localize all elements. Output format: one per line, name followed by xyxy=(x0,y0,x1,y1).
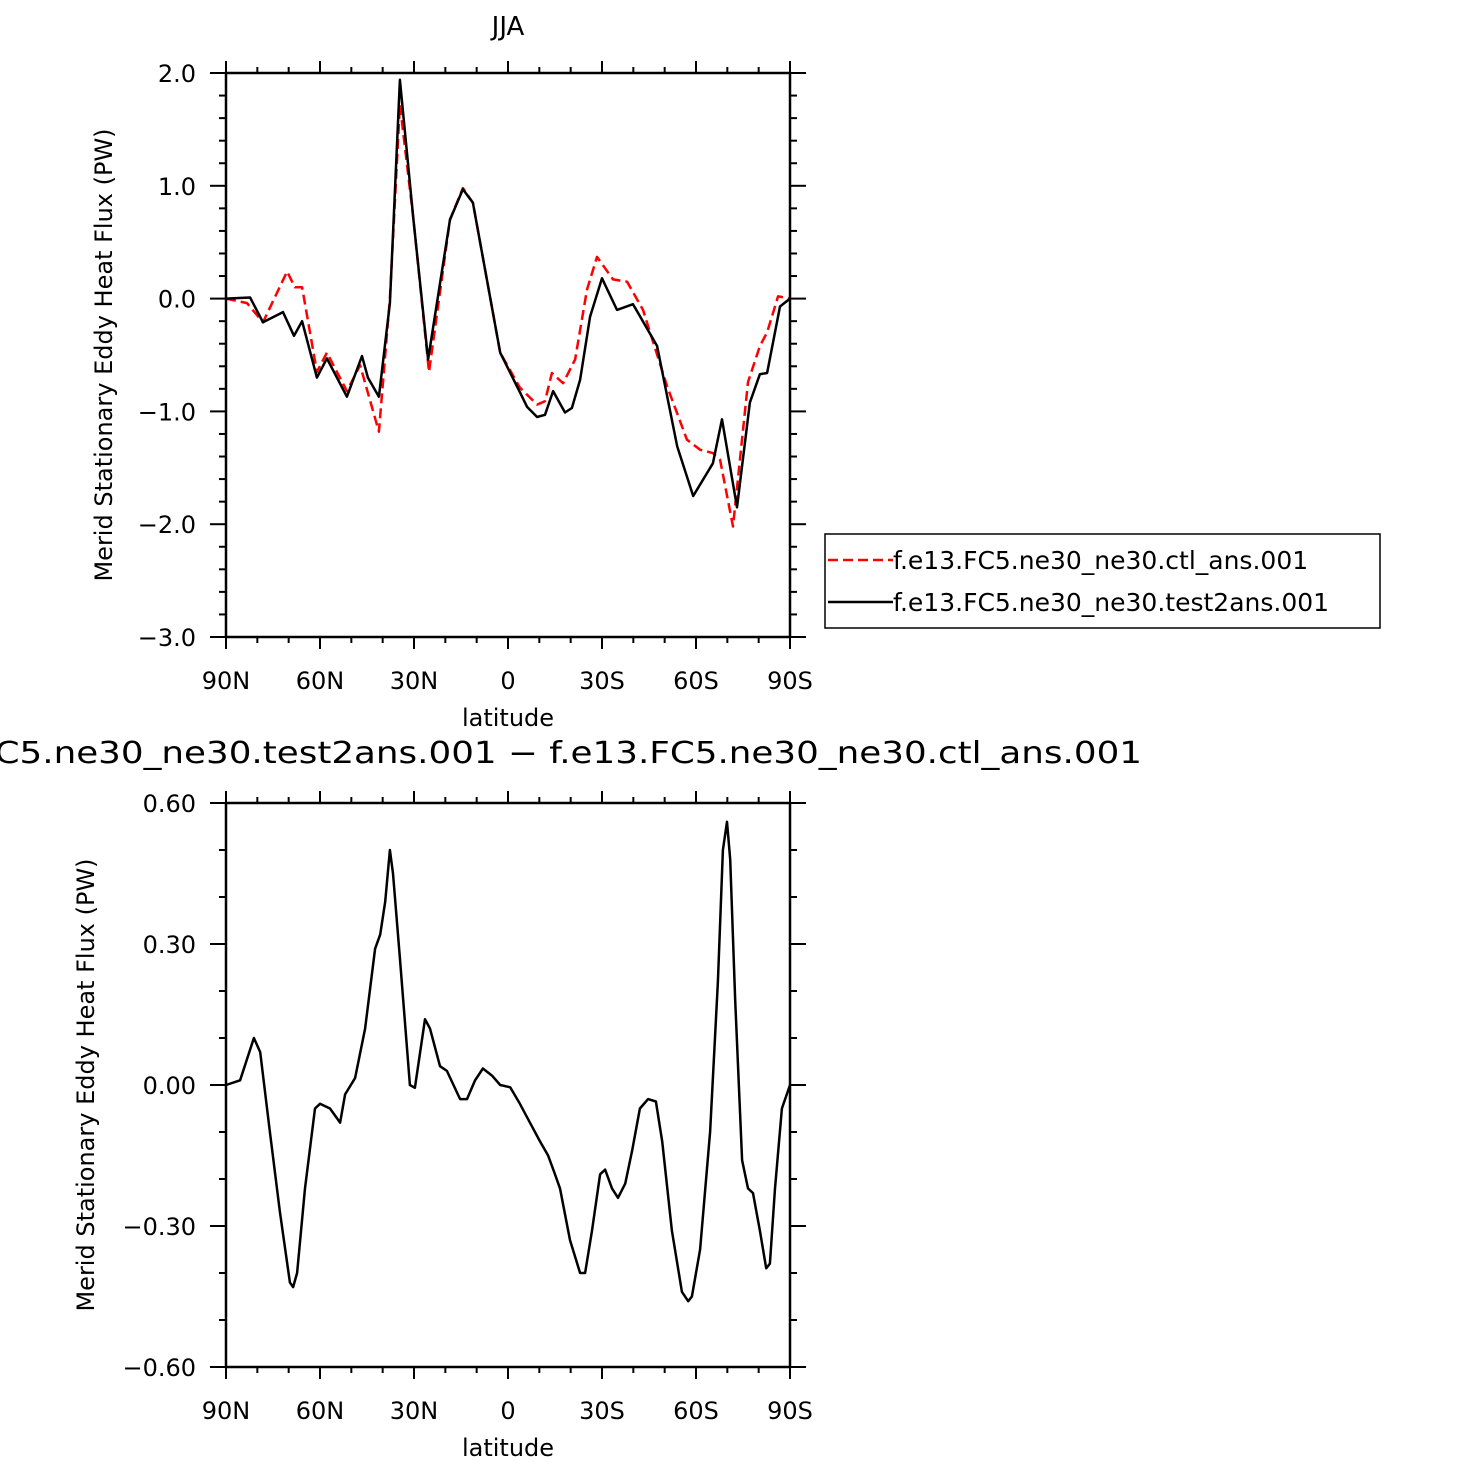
top-y-tick-label: −3.0 xyxy=(138,624,196,652)
top-x-tick-label: 30S xyxy=(579,667,625,695)
top-x-tick-label: 0 xyxy=(500,667,515,695)
legend: f.e13.FC5.ne30_ne30.ctl_ans.001 f.e13.FC… xyxy=(824,533,1381,629)
top-x-tick-label: 60N xyxy=(296,667,345,695)
top-y-tick-label: 1.0 xyxy=(158,173,196,201)
bottom-x-tick-label: 90N xyxy=(202,1397,251,1425)
top-x-tick-label: 90N xyxy=(202,667,251,695)
top-series-line-ctl xyxy=(225,103,791,528)
bottom-y-axis-label: Merid Stationary Eddy Heat Flux (PW) xyxy=(72,858,100,1311)
bottom-plot: 90N 60N 30N 0 30S 60S 90S 0.60 0.30 0.00 −0.30 −0.6… xyxy=(122,790,812,1425)
bottom-x-tick-label: 90S xyxy=(767,1397,813,1425)
top-y-tick-label: 2.0 xyxy=(158,60,196,88)
top-series-line-test xyxy=(225,78,791,509)
legend-label-test: f.e13.FC5.ne30_ne30.test2ans.001 xyxy=(893,588,1329,617)
bottom-x-tick-label: 30S xyxy=(579,1397,625,1425)
bottom-y-tick-label: −0.30 xyxy=(122,1213,196,1241)
bottom-x-tick-label: 60N xyxy=(296,1397,345,1425)
legend-label-ctl: f.e13.FC5.ne30_ne30.ctl_ans.001 xyxy=(893,546,1308,575)
bottom-x-tick-label: 0 xyxy=(500,1397,515,1425)
top-y-tick-label: −1.0 xyxy=(138,398,196,426)
bottom-y-tick-label: 0.00 xyxy=(143,1072,196,1100)
bottom-plot-frame xyxy=(224,801,792,1369)
top-x-tick-label: 90S xyxy=(767,667,813,695)
top-x-tick-label: 60S xyxy=(673,667,719,695)
bottom-y-tick-label: −0.60 xyxy=(122,1354,196,1382)
top-y-tick-label: −2.0 xyxy=(138,511,196,539)
top-y-tick-label: 0.0 xyxy=(158,286,196,314)
bottom-x-tick-label: 30N xyxy=(390,1397,439,1425)
bottom-y-tick-label: 0.30 xyxy=(143,931,196,959)
bottom-x-tick-label: 60S xyxy=(673,1397,719,1425)
top-plot: 90N 60N 30N 0 30S 60S 90S 2.0 1.0 0.0 −1.0 −2.0 −3.0 xyxy=(138,60,813,695)
bottom-y-tick-label: 0.60 xyxy=(143,790,196,818)
bottom-x-axis-label: latitude xyxy=(462,1434,554,1462)
top-x-tick-label: 30N xyxy=(390,667,439,695)
bottom-series-line-difference xyxy=(225,820,792,1303)
bottom-chart-title: f.e13.FC5.ne30_ne30.test2ans.001 − f.e13… xyxy=(0,736,1142,771)
top-chart-title: JJA xyxy=(490,12,525,42)
legend-box xyxy=(824,533,1381,629)
top-x-axis-label: latitude xyxy=(462,704,554,732)
top-y-axis-label: Merid Stationary Eddy Heat Flux (PW) xyxy=(90,128,118,581)
